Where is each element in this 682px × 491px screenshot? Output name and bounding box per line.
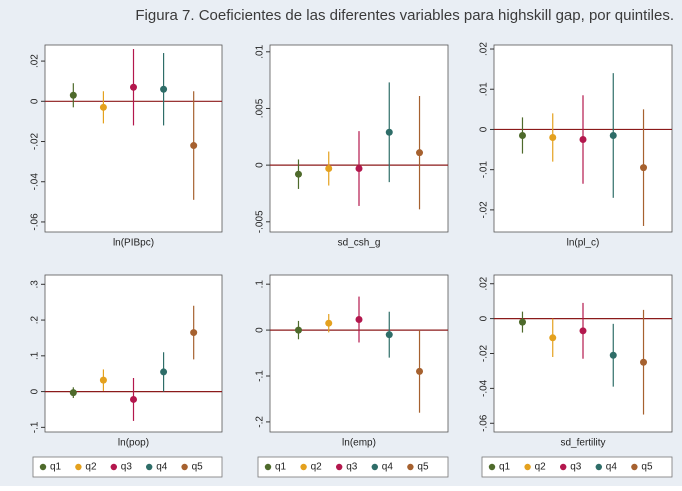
point [549,133,557,141]
y-tick-label: .01 [479,82,490,96]
y-tick-label: -.04 [30,173,41,191]
legend-label: q3 [121,462,133,473]
y-tick-label: 0 [479,315,490,321]
point [190,142,198,150]
y-tick-label: 0 [30,98,41,104]
y-tick-label: 0 [30,388,41,394]
point [579,327,587,335]
legend-marker [181,463,188,471]
point [640,358,648,366]
point [416,367,424,375]
figure-title: Figura 7. Coeficientes de las diferentes… [135,7,674,24]
legend-label: q5 [641,462,653,473]
point [69,91,77,99]
y-tick-label: -.06 [30,213,41,231]
y-tick-label: -.06 [479,414,490,432]
legend-marker [407,463,414,471]
x-axis-label: ln(pop) [118,438,149,449]
legend-label: q3 [346,462,358,473]
point [294,326,302,334]
legend-box [257,456,449,478]
legend-label: q2 [535,462,547,473]
point [416,149,424,157]
legend-marker [264,463,272,471]
point [294,170,302,178]
legend-marker [371,463,378,471]
legend-box [32,456,223,478]
legend-marker [336,463,343,471]
point [325,165,333,173]
legend-label: q1 [50,462,62,473]
x-axis-label: sd_csh_g [338,238,381,249]
point [640,164,648,172]
point [549,334,557,342]
legend-marker [631,463,638,471]
point [130,83,137,91]
legend-label: q3 [570,462,582,473]
point [518,131,526,139]
point [160,85,168,93]
point [385,331,393,339]
point [518,318,526,326]
y-tick-label: -.2 [255,416,266,428]
x-axis-label: ln(pl_c) [567,238,600,249]
legend-marker [560,463,567,471]
point [160,368,168,376]
legend-marker [39,463,47,471]
legend-label: q4 [156,462,168,473]
y-tick-label: -.1 [255,370,266,382]
point [609,351,617,359]
legend-marker [110,463,118,471]
point [69,389,77,397]
point [579,136,587,144]
y-tick-label: .3 [30,280,41,289]
y-tick-label: .01 [255,44,266,58]
y-tick-label: 0 [479,126,490,132]
y-tick-label: -.005 [255,210,266,233]
y-tick-label: .2 [30,315,41,324]
point [130,395,137,403]
legend-label: q2 [85,462,97,473]
point [609,131,617,139]
y-tick-label: .02 [479,276,490,290]
point [99,376,107,384]
legend-marker [488,463,496,471]
legend-label: q4 [382,462,394,473]
legend-label: q2 [311,462,323,473]
y-tick-label: .02 [479,42,490,56]
legend-label: q5 [417,462,429,473]
legend-marker [595,463,602,471]
y-tick-label: -.02 [479,201,490,219]
legend-box [481,456,673,478]
legend-label: q1 [275,462,287,473]
point [385,128,393,136]
legend-label: q1 [499,462,511,473]
y-tick-label: .1 [255,280,266,289]
legend-marker [146,463,153,471]
y-tick-label: -.01 [479,161,490,179]
y-tick-label: -.02 [30,132,41,150]
point [355,316,363,324]
legend-marker [75,463,82,471]
point [355,165,363,173]
x-axis-label: ln(emp) [342,438,376,449]
x-axis-label: sd_fertility [560,438,605,449]
y-tick-label: -.1 [30,421,41,433]
point [325,319,333,327]
x-axis-label: ln(PIBpc) [113,238,154,249]
legend-label: q5 [192,462,204,473]
legend-label: q4 [606,462,618,473]
y-tick-label: .02 [30,54,41,68]
point [99,103,107,111]
y-tick-label: 0 [255,327,266,333]
legend-marker [300,463,307,471]
y-tick-label: 0 [255,162,266,168]
y-tick-label: -.02 [479,344,490,362]
y-tick-label: .1 [30,351,41,360]
y-tick-label: .005 [255,98,266,118]
point [190,329,198,337]
y-tick-label: -.04 [479,379,490,397]
legend-marker [524,463,531,471]
